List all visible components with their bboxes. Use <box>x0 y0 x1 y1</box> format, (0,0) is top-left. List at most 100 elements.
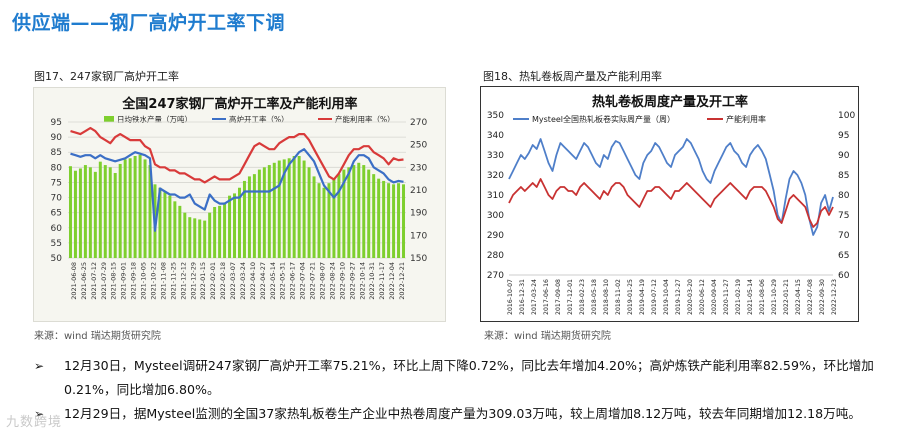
chart1-bar <box>397 183 401 258</box>
chart1-bar <box>322 187 326 258</box>
bullet-text: 12月30日，Mysteel调研247家钢厂高炉开工率75.21%，环比上周下降… <box>64 358 874 397</box>
figure17-source: 来源：wind 瑞达期货研究院 <box>34 331 161 342</box>
chart2-x-tick: 2022-09-30 <box>819 279 826 315</box>
chart1-bar <box>257 169 261 258</box>
chart1-bar <box>327 183 331 258</box>
chart2-x-tick: 2019-12-27 <box>675 279 682 315</box>
blast-furnace-chart-svg: 全国247家钢厂高炉开工率及产能利用率 日均铁水产量（万吨） 高炉开工率（%） 产能… <box>51 96 428 300</box>
chart2-y-right-tick: 100 <box>838 111 855 121</box>
chart1-bar <box>163 192 167 258</box>
chart1-bar <box>312 176 316 258</box>
chart1-x-tick: 2021-12-29 <box>189 262 197 300</box>
chart1-bar <box>98 161 102 258</box>
chart1-bar <box>357 162 361 258</box>
chart1-x-tick: 2022-10-31 <box>368 262 376 300</box>
chart1-bar <box>148 165 152 258</box>
chart2-x-tick: 2022-01-21 <box>783 279 790 315</box>
chart1-bar <box>88 167 92 258</box>
chart1-y-right-tick: 150 <box>410 254 427 264</box>
chart1-bar <box>382 180 386 258</box>
chart1-bar <box>247 176 251 258</box>
chart1-bar <box>233 193 237 258</box>
chart2-y-left-tick: 300 <box>487 211 504 221</box>
chart2-x-tick: 2020-06-12 <box>699 279 706 315</box>
chart2-x-tick: 2019-10-04 <box>663 279 670 315</box>
chart2-legend-label: 产能利用率 <box>726 114 766 124</box>
chart2-y-right-tick: 85 <box>838 171 849 181</box>
chart1-bar <box>128 158 132 258</box>
chart1-x-tick: 2021-12-12 <box>179 262 187 300</box>
bullet-arrow-icon: ➢ <box>34 407 45 421</box>
chart1-x-tick: 2021-11-25 <box>169 262 177 300</box>
chart1-y-left-tick: 75 <box>51 178 62 188</box>
chart1-y-right-tick: 270 <box>410 118 427 128</box>
chart2-y-left-tick: 310 <box>487 191 504 201</box>
figure17-caption: 图17、247家钢厂高炉开工率 <box>34 70 179 83</box>
chart1-title: 全国247家钢厂高炉开工率及产能利用率 <box>121 96 357 112</box>
chart1-y-right-tick: 250 <box>410 141 427 151</box>
chart1-y-left-tick: 55 <box>51 239 62 249</box>
chart1-bar <box>302 160 306 258</box>
chart1-bar <box>242 180 246 258</box>
figure18-source: 来源：wind 瑞达期货研究院 <box>484 331 611 342</box>
chart1-x-tick: 2022-03-24 <box>239 262 247 300</box>
chart1-bar <box>367 169 371 258</box>
chart2-x-tick: 2021-08-06 <box>759 279 766 315</box>
chart2-title: 热轧卷板周度产量及开工率 <box>592 94 748 110</box>
chart2-y-right-tick: 65 <box>838 251 849 261</box>
chart2-y-left-tick: 350 <box>487 111 504 121</box>
chart1-x-tick: 2021-08-15 <box>110 262 118 300</box>
chart1-bar <box>93 171 97 258</box>
chart1-x-tick: 2022-01-15 <box>199 262 207 300</box>
chart1-x-tick: 2021-11-08 <box>159 262 167 300</box>
chart2-series-line-1 <box>508 178 834 228</box>
chart1-bar <box>118 163 122 258</box>
chart1-x-tick: 2022-07-04 <box>299 262 307 300</box>
chart1-x-tick: 2022-04-10 <box>249 262 257 300</box>
chart2-x-tick: 2019-01-25 <box>627 279 634 315</box>
chart1-y-left-tick: 50 <box>51 254 63 264</box>
chart1-y-right-tick: 210 <box>410 186 427 196</box>
chart1-bar <box>213 207 217 258</box>
chart2-y-left-tick: 290 <box>487 231 504 241</box>
bullet-item: ➢ 12月29日，据Mysteel监测的全国37家热轧板卷生产企业中热卷周度产量… <box>34 402 894 426</box>
chart1-bar <box>272 162 276 258</box>
chart1-x-tick: 2021-09-18 <box>130 262 138 300</box>
chart1-bar <box>138 154 142 258</box>
chart1-x-tick: 2021-10-22 <box>150 262 158 300</box>
chart1-bar <box>262 167 266 258</box>
chart1-y-left-tick: 65 <box>51 209 62 219</box>
chart1-x-tick: 2022-02-18 <box>219 262 227 300</box>
chart2-x-tick: 2018-08-10 <box>603 279 610 315</box>
chart1-x-tick: 2022-04-27 <box>259 262 267 300</box>
chart2-x-tick: 2016-12-31 <box>519 279 526 315</box>
chart2-y-right-tick: 90 <box>838 151 850 161</box>
chart1-bar <box>307 167 311 258</box>
chart1-bar <box>282 159 286 258</box>
chart2-x-tick: 2018-11-02 <box>615 279 622 315</box>
chart1-bar <box>372 174 376 258</box>
chart1-bar <box>123 159 127 258</box>
chart1-bar <box>158 187 162 258</box>
bullet-list: ➢ 12月30日，Mysteel调研247家钢厂高炉开工率75.21%，环比上周… <box>34 354 894 426</box>
chart1-bar <box>168 195 172 258</box>
chart1-legend-label: 日均铁水产量（万吨） <box>117 114 192 124</box>
chart1-x-tick: 2022-12-21 <box>398 262 406 300</box>
chart1-y-left-tick: 90 <box>51 133 63 143</box>
chart1-bar <box>377 178 381 258</box>
chart1-bar <box>297 156 301 258</box>
chart1-series-line-1 <box>70 148 404 232</box>
chart1-x-tick: 2022-09-27 <box>348 262 356 300</box>
chart1-y-left-tick: 70 <box>51 194 63 204</box>
chart1-y-left-tick: 95 <box>51 118 62 128</box>
chart2-x-tick: 2016-10-07 <box>507 279 514 315</box>
chart1-bar <box>83 165 87 258</box>
chart2-legend-label: Mysteel全国热轧板卷实际周产量（周） <box>532 114 675 124</box>
chart2-y-left-tick: 280 <box>487 251 504 261</box>
chart2-x-tick: 2019-07-12 <box>651 279 658 315</box>
chart1-y-left-tick: 80 <box>51 163 63 173</box>
chart2-x-tick: 2018-05-18 <box>591 279 598 315</box>
chart1-legend-label: 产能利用率（%） <box>335 114 395 124</box>
chart1-bar <box>237 187 241 258</box>
chart1-legend-swatch <box>104 116 114 122</box>
